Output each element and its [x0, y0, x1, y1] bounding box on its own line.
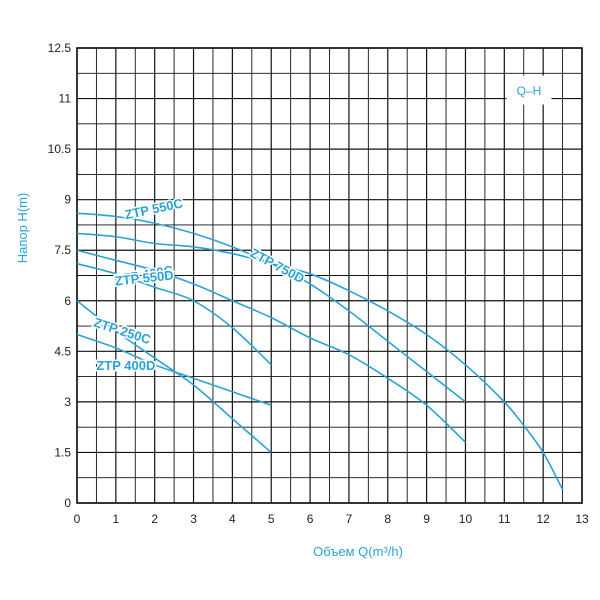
x-tick-label: 0	[74, 512, 81, 526]
curve-label-ztp-400d: ZTP 400D	[96, 358, 155, 373]
y-tick-label: 7.5	[54, 243, 71, 257]
chart-grid	[76, 47, 583, 504]
y-tick-label: 0	[64, 496, 71, 510]
curve-label-ztp-750d: ZTP 750D	[248, 245, 307, 286]
y-tick-label: 11	[59, 92, 72, 106]
x-tick-label: 12	[536, 512, 550, 526]
x-tick-label: 11	[498, 512, 511, 526]
plot-frame	[76, 47, 583, 504]
legend-label: Q–H	[517, 84, 542, 98]
x-tick-label: 13	[575, 512, 589, 526]
y-tick-label: 9	[64, 193, 71, 207]
x-tick-label: 10	[459, 512, 473, 526]
y-axis-title: Напор H(m)	[15, 193, 30, 264]
curve-label-ztp-550d: ZTP 550D	[114, 267, 174, 288]
y-tick-label: 1.5	[54, 445, 71, 459]
x-tick-label: 7	[346, 512, 353, 526]
y-tick-label: 3	[64, 395, 71, 409]
curve-ztp-400d	[76, 333, 272, 407]
x-tick-label: 6	[307, 512, 314, 526]
x-tick-label: 9	[423, 512, 430, 526]
x-tick-label: 2	[151, 512, 158, 526]
x-tick-label: 5	[268, 512, 275, 526]
x-tick-label: 4	[229, 512, 236, 526]
x-tick-label: 3	[190, 512, 197, 526]
chart-curves	[76, 212, 564, 490]
curve-ztp-750d	[76, 232, 564, 490]
x-tick-label: 1	[113, 512, 120, 526]
x-tick-label: 8	[384, 512, 391, 526]
curve-ztp-550d	[76, 249, 467, 443]
y-tick-label: 12.5	[48, 41, 72, 55]
x-axis-title: Объем Q(m³/h)	[313, 544, 403, 559]
y-tick-label: 10.5	[48, 142, 72, 156]
curve-ztp-400c	[76, 262, 272, 366]
legend-box	[506, 75, 552, 105]
y-tick-label: 4.5	[54, 344, 71, 358]
y-tick-label: 6	[64, 294, 71, 308]
chart-ticks: 0 1 2 3 4 5 6 7 8 9 10 11 12 1301.534.567.5910.51112.…	[48, 41, 589, 526]
